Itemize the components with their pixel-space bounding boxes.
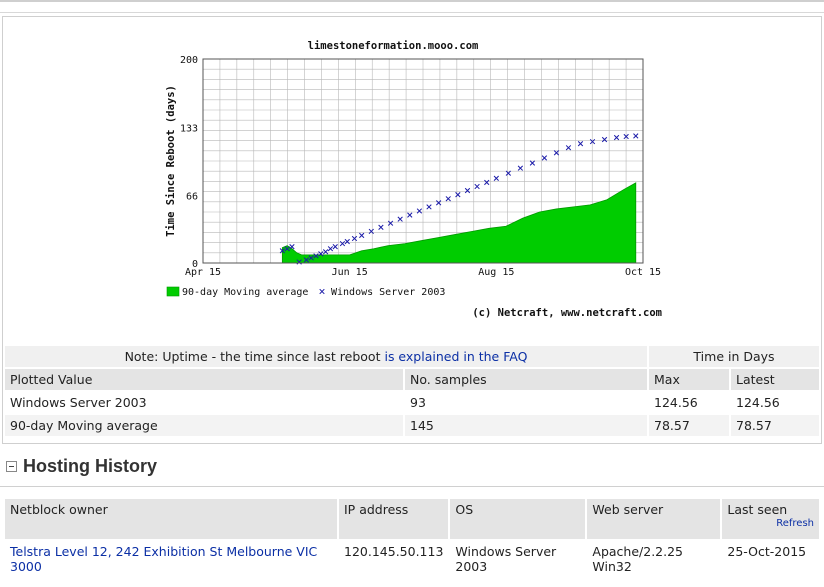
series-point [445, 196, 451, 202]
col-ip-address: IP address [339, 499, 449, 539]
x-tick-label: Aug 15 [478, 267, 514, 278]
y-tick-label: 200 [180, 55, 198, 66]
series-point [332, 244, 338, 250]
series-point [339, 240, 346, 247]
hosting-history-header: Hosting History [6, 456, 157, 477]
plot-border [202, 58, 644, 264]
series-point [359, 232, 365, 239]
collapse-icon[interactable] [6, 461, 17, 472]
series-point [351, 235, 358, 242]
series-point [318, 251, 324, 257]
series-point [426, 204, 432, 210]
cell-latest: 78.57 [731, 415, 819, 436]
last-seen-label: Last seen [727, 502, 788, 517]
legend-marker-x [319, 288, 325, 295]
series-point [322, 249, 329, 255]
series-point [577, 141, 584, 147]
series-point [553, 150, 560, 156]
x-tick-label: Jun 15 [332, 267, 368, 278]
cell-ip-address: 120.145.50.113 [344, 544, 444, 559]
col-os: OS [450, 499, 586, 539]
legend-label: 90-day Moving average [182, 287, 308, 298]
series-point [493, 175, 499, 181]
chart-title: limestoneformation.mooo.com [308, 40, 479, 52]
faq-link[interactable]: is explained in the FAQ [384, 349, 528, 364]
series-point [435, 200, 442, 206]
cell-plotted-value: 90-day Moving average [5, 415, 403, 436]
series-point [455, 192, 461, 198]
x-tick-label: Oct 15 [625, 267, 661, 278]
series-point [397, 216, 403, 222]
y-tick-label: 66 [186, 192, 198, 203]
series-point [344, 238, 350, 245]
refresh-link[interactable]: Refresh [776, 518, 814, 529]
col-latest: Latest [731, 369, 819, 390]
series-point [289, 244, 295, 250]
cell-max: 78.57 [649, 415, 729, 436]
series-point [589, 138, 596, 145]
series-moving-average [281, 182, 637, 264]
table-row: 90-day Moving average 145 78.57 78.57 [5, 415, 819, 436]
series-point [387, 220, 394, 226]
series-point [313, 253, 319, 259]
series-point [378, 224, 384, 230]
cell-max: 124.56 [654, 395, 698, 410]
series-point [416, 208, 423, 214]
uptime-note: Note: Uptime - the time since last reboo… [5, 346, 647, 367]
series-point [623, 133, 629, 140]
series-point [601, 136, 608, 143]
series-point [505, 170, 512, 176]
series-point [284, 246, 290, 252]
col-last-seen: Last seen Refresh [722, 499, 819, 539]
col-netblock-owner: Netblock owner [5, 499, 337, 539]
uptime-table: Note: Uptime - the time since last reboo… [3, 344, 821, 438]
series-point [464, 187, 471, 194]
legend-swatch-area [166, 286, 180, 297]
cell-web-server: Apache/2.2.25 Win32 [592, 544, 684, 574]
cell-plotted-value: Windows Server 2003 [10, 395, 147, 410]
y-tick-label: 0 [192, 259, 198, 270]
cell-last-seen: 25-Oct-2015 [727, 544, 807, 559]
top-rule [0, 0, 824, 2]
series-point [327, 246, 334, 252]
col-plotted-value: Plotted Value [5, 369, 403, 390]
x-tick-label: Apr 15 [185, 267, 221, 278]
cell-latest: 124.56 [736, 395, 780, 410]
table-row: Telstra Level 12, 242 Exhibition St Melb… [5, 541, 819, 577]
series-point [633, 133, 639, 139]
hosting-history-table: Netblock owner IP address OS Web server … [3, 497, 821, 579]
series-point [484, 179, 490, 186]
netblock-owner-link[interactable]: Telstra Level 12, 242 Exhibition St Melb… [10, 544, 318, 574]
series-point [296, 259, 302, 265]
y-tick-label: 133 [180, 123, 198, 134]
series-point [368, 228, 374, 235]
series-point [407, 212, 413, 218]
top-rule-secondary [0, 12, 824, 13]
uptime-note-text: Note: Uptime - the time since last reboo… [124, 349, 381, 364]
section-rule [0, 486, 824, 487]
series-point [303, 257, 310, 263]
series-point [565, 145, 572, 151]
time-in-days-header: Time in Days [649, 346, 819, 367]
col-web-server: Web server [587, 499, 721, 539]
cell-no-samples: 93 [410, 395, 426, 410]
series-point [613, 134, 620, 141]
section-title: Hosting History [23, 456, 158, 476]
series-point [279, 248, 285, 254]
series-point [541, 155, 548, 161]
table-row: Windows Server 2003 93 124.56 124.56 [5, 392, 819, 413]
cell-os: Windows Server 2003 [455, 544, 557, 574]
uptime-chart: limestoneformation.mooo.com 0 66 133 200 Apr … [165, 40, 662, 319]
series-point [529, 160, 536, 166]
cell-no-samples: 145 [405, 415, 647, 436]
y-axis-label: Time Since Reboot (days) [165, 85, 177, 237]
col-no-samples: No. samples [405, 369, 647, 390]
legend-label: Windows Server 2003 [331, 287, 445, 298]
series-point [308, 255, 314, 261]
series-point [474, 183, 480, 190]
cell-netblock-owner: Telstra Level 12, 242 Exhibition St Melb… [5, 541, 337, 577]
series-point [517, 165, 524, 171]
chart-credit: (c) Netcraft, www.netcraft.com [472, 307, 662, 319]
col-max: Max [649, 369, 729, 390]
